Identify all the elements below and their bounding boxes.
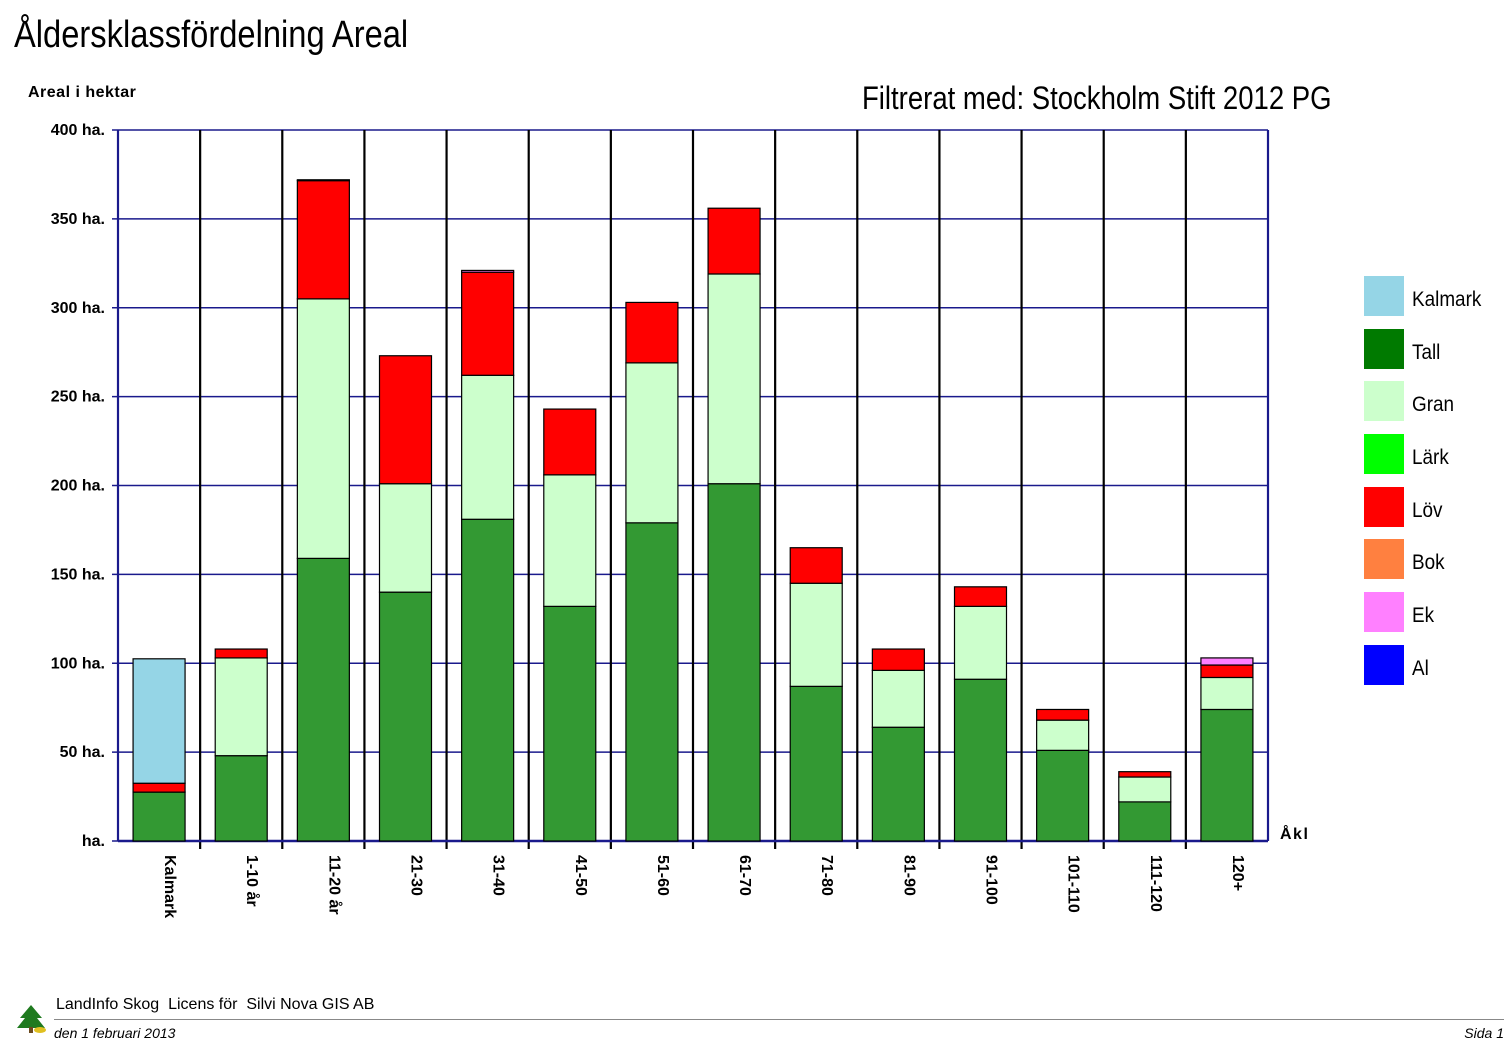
- bar-segment-löv: [953, 586, 1008, 607]
- x-tick-label: 61-70: [736, 855, 753, 896]
- x-tick-label: 81-90: [900, 855, 917, 896]
- x-tick-label: 21-30: [408, 855, 425, 896]
- y-tick-label: 300 ha.: [51, 300, 105, 317]
- bar-segment-tall: [132, 791, 186, 842]
- bar-segment-gran: [1200, 676, 1254, 711]
- legend-swatch: [1364, 486, 1404, 527]
- y-tick-label: 250 ha.: [51, 389, 105, 406]
- bar-segment-tall: [953, 678, 1008, 842]
- bar-segment-gran: [871, 669, 925, 728]
- x-axis-title: Åkl: [1280, 824, 1309, 843]
- bar-segment-löv: [132, 782, 186, 793]
- bar-segment-gran: [543, 474, 597, 607]
- bar-segment-tall: [789, 685, 843, 842]
- bar-segment-ek: [1200, 657, 1254, 666]
- bar-segment-tall: [296, 557, 350, 842]
- y-axis-title: Areal i hektar: [28, 84, 137, 101]
- tree-icon: [17, 1005, 46, 1033]
- bar-segment-tall: [461, 518, 515, 842]
- bar-segment-gran: [296, 298, 350, 559]
- y-tick-label: ha.: [82, 833, 105, 850]
- legend-swatch: [1364, 381, 1404, 422]
- bar-segment-ek: [296, 179, 350, 182]
- bar-segment-ek: [461, 269, 515, 273]
- x-tick-label: 91-100: [983, 855, 1000, 905]
- bar-segment-tall: [871, 726, 925, 842]
- x-tick-label: 111-120: [1147, 855, 1164, 912]
- bar-segment-gran: [214, 657, 268, 757]
- bar-segment-tall: [378, 591, 433, 842]
- y-tick-label: 100 ha.: [51, 655, 105, 672]
- bar-segment-gran: [625, 362, 679, 524]
- x-tick-label: 1-10 år: [243, 855, 261, 907]
- bar-segment-gran: [1118, 776, 1172, 803]
- legend-label: Lärk: [1412, 446, 1449, 470]
- legend-label: Al: [1412, 656, 1429, 680]
- x-tick-label: 11-20 år: [325, 855, 343, 915]
- bar-segment-gran: [378, 483, 433, 593]
- x-tick-label: Kalmark: [161, 855, 178, 918]
- bar-segment-gran: [789, 582, 843, 687]
- legend-label: Ek: [1412, 604, 1435, 628]
- footer-license: LandInfo Skog Licens för Silvi Nova GIS …: [56, 996, 375, 1013]
- bar-segment-löv: [461, 271, 515, 376]
- bar-segment-tall: [214, 755, 268, 842]
- bar-segment-löv: [789, 547, 843, 584]
- footer-page-number: Sida 1: [1464, 1025, 1504, 1041]
- footer-date: den 1 februari 2013: [54, 1025, 176, 1041]
- legend-label: Bok: [1412, 551, 1445, 575]
- bar-segment-löv: [378, 355, 433, 485]
- chart-title: Åldersklassfördelning Areal: [14, 14, 409, 56]
- bar-segment-gran: [1036, 719, 1090, 751]
- bar-segment-gran: [707, 273, 761, 485]
- x-tick-label: 101-110: [1065, 855, 1082, 913]
- x-tick-label: 51-60: [654, 855, 671, 896]
- filter-text: Filtrerat med: Stockholm Stift 2012 PG: [862, 80, 1332, 116]
- legend-swatch: [1364, 276, 1404, 316]
- x-tick-label: 41-50: [572, 855, 589, 896]
- legend-swatch: [1364, 434, 1404, 475]
- footer-divider: [54, 1019, 1504, 1020]
- bar-segment-löv: [1118, 771, 1172, 778]
- legend-swatch: [1364, 644, 1404, 685]
- bar-segment-gran: [461, 374, 515, 520]
- bar-segment-löv: [543, 408, 597, 476]
- legend-label: Tall: [1412, 340, 1441, 364]
- bar-segment-tall: [1036, 749, 1090, 842]
- bar-segment-löv: [1036, 708, 1090, 721]
- bar-segment-tall: [707, 483, 761, 842]
- bar-segment-tall: [1118, 801, 1172, 842]
- bar-segment-löv: [871, 648, 925, 671]
- legend-label: Gran: [1412, 393, 1455, 417]
- bar-segment-tall: [1200, 708, 1254, 842]
- bar-segment-tall: [543, 605, 597, 842]
- y-tick-label: 200 ha.: [51, 478, 105, 495]
- bar-segment-löv: [1200, 664, 1254, 679]
- legend-swatch: [1364, 539, 1404, 580]
- x-tick-label: 31-40: [490, 855, 507, 896]
- bar-segment-kalmark: [132, 658, 186, 784]
- y-tick-label: 400 ha.: [51, 122, 105, 139]
- bar-segment-tall: [625, 522, 679, 842]
- x-tick-label: 71-80: [818, 855, 835, 896]
- bar-segment-löv: [707, 207, 761, 275]
- y-tick-label: 150 ha.: [51, 566, 105, 583]
- bar-segment-löv: [296, 180, 350, 300]
- legend-swatch: [1364, 592, 1404, 633]
- legend-label: Kalmark: [1412, 288, 1482, 311]
- bar-segment-löv: [214, 648, 268, 659]
- y-tick-label: 50 ha.: [60, 744, 105, 761]
- x-tick-label: 120+: [1229, 855, 1246, 891]
- bar-segment-löv: [625, 301, 679, 364]
- stacked-bar-chart: ha. 50 ha. 100 ha. 150 ha. 200 ha. 250 ha. 300…: [51, 122, 1309, 918]
- bar-segment-gran: [953, 605, 1008, 680]
- y-tick-label: 350 ha.: [51, 211, 105, 228]
- legend-label: Löv: [1412, 498, 1443, 522]
- legend-swatch: [1364, 328, 1404, 369]
